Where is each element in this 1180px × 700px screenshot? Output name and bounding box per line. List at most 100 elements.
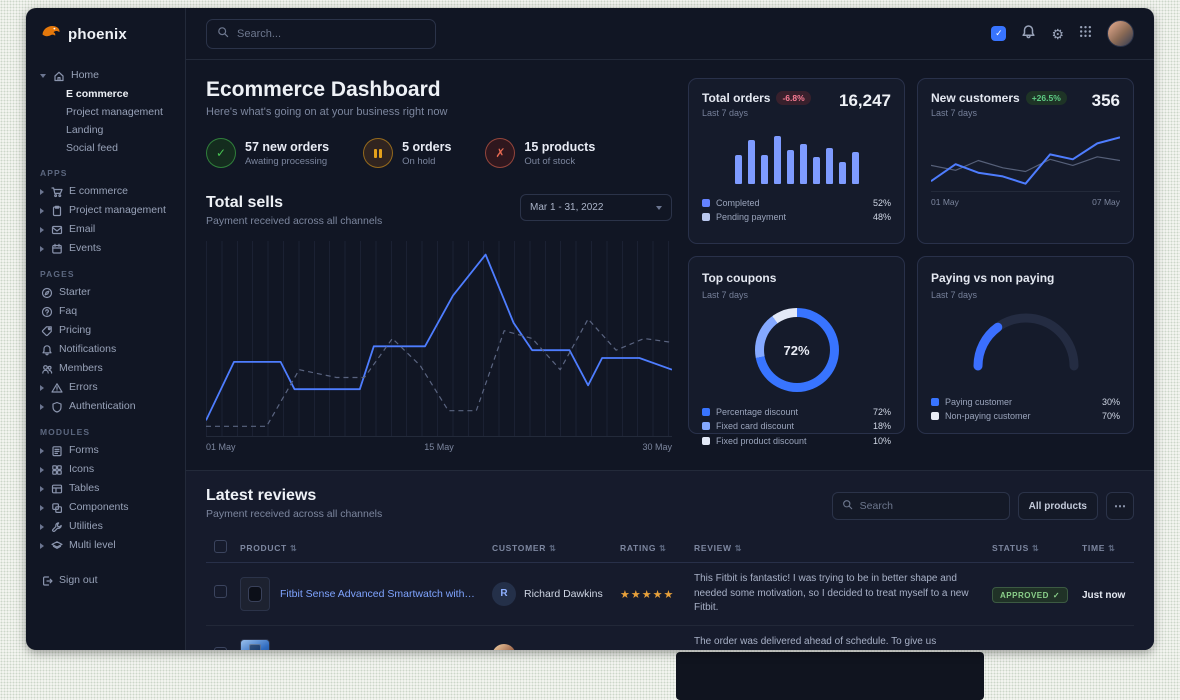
kpi-cards: Total orders -6.8% Last 7 days 16,247 (688, 78, 1134, 452)
main-area: ✓ ⚙ Ecommerce Dashboard Here's what's go… (186, 8, 1154, 650)
card-title: Top coupons (702, 271, 777, 285)
sidebar-item-members[interactable]: Members (34, 359, 177, 378)
reviews-title: Latest reviews (206, 487, 317, 504)
sidebar-item-project-management[interactable]: Project management (66, 106, 163, 118)
pause-icon (363, 138, 394, 168)
legend-fixed-product-discount: Fixed product discount 10% (702, 436, 891, 446)
envelope-icon (50, 223, 63, 236)
paying-card: Paying vs non paying Last 7 days Paying … (917, 256, 1134, 434)
sidebar-item-home[interactable]: Home (34, 66, 177, 85)
sort-icon[interactable] (659, 544, 666, 553)
sidebar-item-notifications[interactable]: Notifications (34, 340, 177, 359)
search-icon (217, 25, 229, 43)
sidebar-item-icons[interactable]: Icons (34, 460, 177, 479)
sidebar-item-authentication[interactable]: Authentication (34, 397, 177, 416)
customer-avatar (492, 644, 516, 650)
grid-icon (50, 463, 63, 476)
total-orders-value: 16,247 (839, 91, 891, 110)
sidebar-item-errors[interactable]: Errors (34, 378, 177, 397)
apps-grid-icon[interactable] (1079, 25, 1092, 43)
stat-out-of-stock: 15 products Out of stock (485, 138, 595, 168)
sidebar-nav: Home E commerce Project management Landi… (26, 60, 185, 650)
chevron-right-icon (40, 245, 44, 252)
topbar-icons: ✓ ⚙ (991, 20, 1134, 47)
search-input[interactable] (237, 27, 425, 40)
sort-icon[interactable] (1108, 544, 1115, 553)
legend-marker (931, 412, 939, 420)
status-badge: APPROVED (992, 649, 1069, 650)
table-row: iPhone 13 pro max-Pacific Blue-128GB sto… (206, 625, 1134, 650)
sign-out-button[interactable]: Sign out (34, 571, 177, 590)
sidebar-item-e-commerce[interactable]: E commerce (66, 88, 129, 100)
sort-icon[interactable] (735, 544, 742, 553)
components-icon (50, 501, 63, 514)
all-products-filter[interactable]: All products (1017, 492, 1098, 520)
notifications-bell-icon[interactable] (1021, 24, 1036, 44)
table-header-row: PRODUCT CUSTOMER RATING REVIEW STATUS TI… (206, 533, 1134, 563)
product-link[interactable]: Fitbit Sense Advanced Smartwatch with To… (280, 587, 476, 600)
review-text: This Fitbit is fantastic! I was trying t… (694, 573, 969, 613)
top-coupons-card: Top coupons Last 7 days 72% (688, 256, 905, 446)
sort-icon[interactable] (290, 544, 297, 553)
section-header-apps: APPS (40, 168, 68, 178)
sidebar-item-faq[interactable]: Faq (34, 302, 177, 321)
sidebar-item-starter[interactable]: Starter (34, 283, 177, 302)
question-icon (40, 305, 53, 318)
check-icon (206, 138, 236, 168)
sidebar-item-utilities[interactable]: Utilities (34, 517, 177, 536)
row-checkbox[interactable] (214, 647, 227, 650)
background-window-fragment (676, 652, 984, 700)
legend-marker (702, 198, 710, 207)
sidebar-item-pricing[interactable]: Pricing (34, 321, 177, 340)
sidebar-item-tables[interactable]: Tables (34, 479, 177, 498)
table-icon (50, 482, 63, 495)
settings-gear-icon[interactable]: ⚙ (1051, 25, 1064, 42)
more-options-button[interactable]: ⋯ (1106, 492, 1134, 520)
search-icon (842, 497, 853, 515)
legend-non-paying-customer: Non-paying customer 70% (931, 411, 1120, 421)
latest-reviews-section: Latest reviews Payment received across a… (186, 470, 1154, 650)
date-range-select[interactable]: Mar 1 - 31, 2022 (520, 194, 672, 221)
reviews-search-input[interactable] (859, 500, 1000, 512)
cancel-icon (485, 138, 516, 168)
sidebar-item-landing[interactable]: Landing (66, 124, 104, 136)
new-customers-value: 356 (1091, 91, 1120, 110)
sidebar-item-apps-project-management[interactable]: Project management (34, 201, 177, 220)
total-sells-chart (206, 241, 672, 437)
check-icon (1053, 591, 1060, 600)
new-customers-x-axis: 01 May 07 May (931, 197, 1120, 207)
sidebar-item-forms[interactable]: Forms (34, 441, 177, 460)
status-badge: APPROVED (992, 587, 1069, 603)
chevron-right-icon (40, 542, 44, 549)
sidebar-item-email[interactable]: Email (34, 220, 177, 239)
legend-marker (702, 213, 710, 221)
left-column: Ecommerce Dashboard Here's what's going … (206, 78, 672, 452)
product-image (240, 576, 270, 611)
top-coupons-donut-chart: 72% (754, 308, 839, 392)
sidebar-item-apps-ecommerce[interactable]: E commerce (34, 182, 177, 201)
row-checkbox[interactable] (214, 584, 227, 598)
brand-logo[interactable]: phoenix (26, 8, 185, 60)
theme-toggle-icon[interactable]: ✓ (991, 26, 1007, 41)
reviews-search[interactable] (831, 492, 1010, 520)
select-all-checkbox[interactable] (214, 540, 227, 553)
chevron-down-icon (656, 205, 662, 210)
review-text: The order was delivered ahead of schedul… (694, 635, 937, 647)
phoenix-bird-icon (41, 23, 61, 46)
legend-marker (702, 436, 710, 445)
sidebar-item-social-feed[interactable]: Social feed (66, 142, 118, 154)
sign-out-icon (40, 574, 53, 587)
sidebar-item-components[interactable]: Components (34, 498, 177, 517)
sort-icon[interactable] (549, 544, 556, 553)
reviews-toolbar: All products ⋯ (831, 492, 1134, 520)
reviews-subtitle: Payment received across all channels (206, 508, 383, 520)
layers-icon (50, 539, 63, 552)
sidebar-item-events[interactable]: Events (34, 239, 177, 258)
total-sells-x-axis: 01 May 15 May 30 May (206, 442, 672, 452)
global-search[interactable] (206, 18, 436, 49)
sidebar-item-multi-level[interactable]: Multi level (34, 536, 177, 555)
user-avatar[interactable] (1107, 20, 1134, 47)
sort-icon[interactable] (1032, 544, 1039, 553)
time-value: Just now (1082, 589, 1126, 601)
stats-row: 57 new orders Awating processing 5 order… (206, 138, 672, 168)
